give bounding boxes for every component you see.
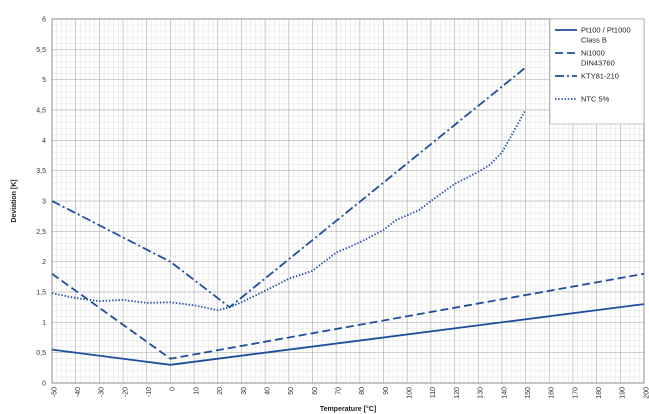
x-tick-label: 100 — [407, 387, 414, 399]
y-axis-ticks: 0 0,5 1 1,5 2 2,5 3 3,5 4 4,5 5 5,5 6 — [36, 17, 46, 388]
y-tick-label: 5,5 — [36, 47, 46, 54]
x-axis-title: Temperature [°C] — [320, 405, 376, 413]
series-line-3 — [51, 109, 527, 312]
x-tick-label: 130 — [478, 387, 485, 399]
x-tick-label: 160 — [549, 387, 556, 399]
legend-label-3: NTC 5% — [581, 95, 610, 104]
y-tick-label: 0 — [42, 381, 46, 388]
y-tick-label: 4,5 — [36, 108, 46, 115]
y-tick-label: 6 — [42, 17, 46, 24]
x-tick-label: 140 — [501, 387, 508, 399]
legend-label-0: Class B — [581, 36, 607, 45]
x-tick-label: 90 — [383, 387, 390, 395]
y-tick-label: 3 — [42, 199, 46, 206]
x-tick-label: 40 — [264, 387, 271, 395]
y-tick-label: 2 — [42, 259, 46, 266]
x-tick-label: 0 — [170, 387, 177, 391]
x-tick-label: 110 — [430, 387, 437, 398]
x-tick-label: 30 — [241, 387, 248, 395]
y-axis-title: Deviation [K] — [11, 179, 18, 222]
legend-label-1: Ni1000 — [581, 49, 605, 58]
x-axis-ticks: -50 -40 -30 -20 -10 0 10 20 30 40 50 60 70 80 90 100 110… — [51, 387, 649, 399]
y-tick-label: 1,5 — [36, 290, 46, 297]
x-tick-label: 50 — [288, 387, 295, 395]
x-tick-label: 10 — [193, 387, 200, 395]
series-line-2 — [51, 66, 527, 309]
x-tick-label: -30 — [99, 387, 106, 397]
series-line-1 — [51, 272, 645, 360]
x-tick-label: 170 — [572, 387, 579, 399]
x-tick-label: 120 — [454, 387, 461, 399]
x-tick-label: 60 — [312, 387, 319, 395]
legend-label-1: DIN43760 — [581, 59, 615, 68]
x-tick-label: -20 — [122, 387, 129, 397]
x-tick-label: 190 — [620, 387, 627, 399]
y-tick-label: 0,5 — [36, 350, 46, 357]
y-tick-label: 4 — [42, 138, 46, 145]
x-tick-label: -50 — [51, 387, 58, 397]
x-tick-label: 200 — [643, 387, 649, 399]
x-tick-label: -10 — [146, 387, 153, 397]
x-tick-label: 180 — [596, 387, 603, 399]
series-line-0 — [51, 303, 645, 366]
legend-label-2: KTY81-210 — [581, 72, 619, 81]
legend-box — [549, 18, 645, 125]
x-tick-label: 150 — [525, 387, 532, 399]
x-tick-label: -40 — [75, 387, 82, 397]
y-tick-label: 1 — [42, 320, 46, 327]
x-tick-label: 70 — [336, 387, 343, 395]
x-tick-label: 80 — [359, 387, 366, 395]
y-tick-label: 2,5 — [36, 229, 46, 236]
x-tick-label: 20 — [217, 387, 224, 395]
legend-label-0: Pt100 / Pt1000 — [581, 26, 631, 35]
y-tick-label: 3,5 — [36, 168, 46, 175]
y-tick-label: 5 — [42, 77, 46, 84]
series-layer — [51, 66, 645, 366]
